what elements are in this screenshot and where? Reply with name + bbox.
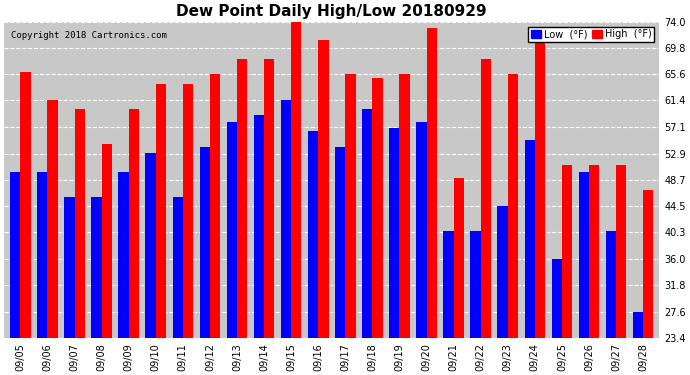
Bar [606,231,616,338]
Bar [426,28,437,338]
Bar [481,59,491,338]
Legend: Low  (°F), High  (°F): Low (°F), High (°F) [529,27,655,42]
Bar [101,144,112,338]
Bar [281,100,291,338]
Bar [291,22,302,338]
Bar [264,59,275,338]
Bar [199,147,210,338]
Bar [589,165,599,338]
Bar [373,78,383,338]
Bar [227,122,237,338]
Bar [497,206,508,338]
Bar [535,28,545,338]
Bar [183,84,193,338]
Bar [64,197,75,338]
Bar [129,109,139,338]
Title: Dew Point Daily High/Low 20180929: Dew Point Daily High/Low 20180929 [177,4,487,19]
Bar [210,74,220,338]
Bar [633,312,643,338]
Bar [48,100,58,338]
Bar [643,190,653,338]
Bar [308,131,318,338]
Bar [345,74,355,338]
Bar [453,178,464,338]
Bar [416,122,426,338]
Bar [562,165,572,338]
Bar [254,116,264,338]
Bar [579,172,589,338]
Bar [146,153,156,338]
Bar [237,59,247,338]
Bar [508,74,518,338]
Bar [91,197,101,338]
Bar [21,72,30,338]
Bar [400,74,410,338]
Bar [362,109,373,338]
Text: Copyright 2018 Cartronics.com: Copyright 2018 Cartronics.com [11,31,166,40]
Bar [551,259,562,338]
Bar [471,231,481,338]
Bar [172,197,183,338]
Bar [389,128,400,338]
Bar [318,40,328,338]
Bar [335,147,345,338]
Bar [10,172,21,338]
Bar [616,165,627,338]
Bar [156,84,166,338]
Bar [119,172,129,338]
Bar [524,141,535,338]
Bar [443,231,453,338]
Bar [75,109,85,338]
Bar [37,172,48,338]
